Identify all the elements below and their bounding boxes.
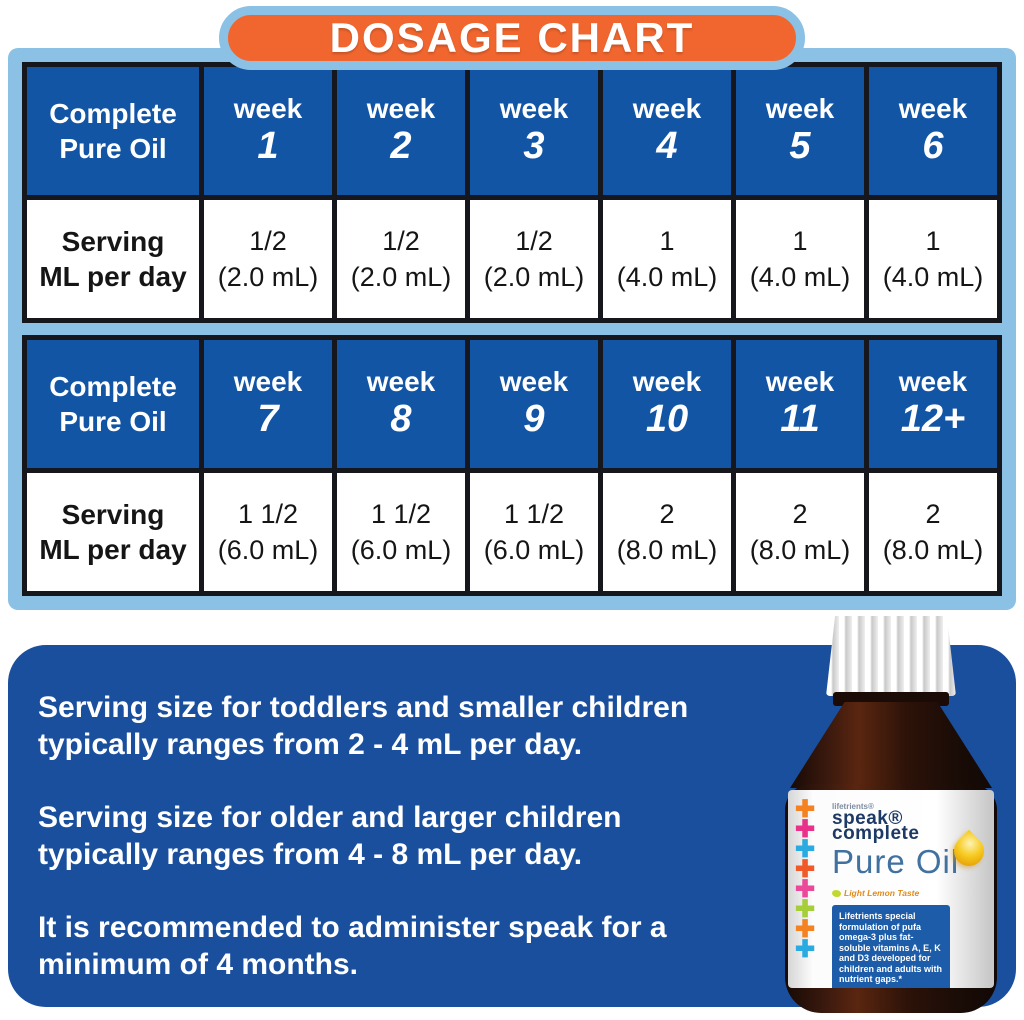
- info-paragraph-recommendation: It is recommended to administer speak fo…: [38, 911, 667, 981]
- product-name-complete: complete: [832, 823, 920, 844]
- serving-info-text: Serving size for toddlers and smaller ch…: [38, 689, 688, 1019]
- table1-week-2-value: 1/2 (2.0 mL): [337, 200, 465, 318]
- bottle-neck: [790, 702, 992, 788]
- table2-serving-header: Serving ML per day: [27, 473, 199, 591]
- product-name-speak: speak®: [832, 808, 903, 829]
- table1-serving-header: Serving ML per day: [27, 200, 199, 318]
- table2-week-7-header: week 7: [204, 340, 332, 468]
- table2-week-11-header: week 11: [736, 340, 864, 468]
- table2-week-11-value: 2 (8.0 mL): [736, 473, 864, 591]
- table2-week-9-value: 1 1/2 (6.0 mL): [470, 473, 598, 591]
- table2-week-12plus-value: 2 (8.0 mL): [869, 473, 997, 591]
- table2-week-10-value: 2 (8.0 mL): [603, 473, 731, 591]
- plus-icon: ✚: [795, 816, 816, 843]
- table1-week-2-header: week 2: [337, 67, 465, 195]
- bottle-label: ✚ ✚ ✚ ✚ ✚ ✚ ✚ ✚ lifetrients® speak® comp…: [788, 790, 994, 988]
- table1-week-4-value: 1 (4.0 mL): [603, 200, 731, 318]
- table1-corner-header: Complete Pure Oil: [27, 67, 199, 195]
- table2-week-7-value: 1 1/2 (6.0 mL): [204, 473, 332, 591]
- plus-icon: ✚: [795, 896, 816, 923]
- table2-corner-header: Complete Pure Oil: [27, 340, 199, 468]
- info-paragraph-older-children: Serving size for older and larger childr…: [38, 801, 622, 871]
- table1-week-1-value: 1/2 (2.0 mL): [204, 200, 332, 318]
- product-name-pure-oil: Pure Oil: [832, 843, 960, 880]
- table1-week-5-value: 1 (4.0 mL): [736, 200, 864, 318]
- table1-week-5-header: week 5: [736, 67, 864, 195]
- table2-week-8-value: 1 1/2 (6.0 mL): [337, 473, 465, 591]
- lemon-icon: [832, 889, 841, 897]
- table1-week-3-value: 1/2 (2.0 mL): [470, 200, 598, 318]
- plus-icon: ✚: [795, 796, 816, 823]
- plus-icon: ✚: [795, 916, 816, 943]
- dosage-table-weeks-1-6: Complete Pure Oil week 1 week 2 week 3 w…: [22, 62, 1002, 323]
- plus-icon: ✚: [795, 836, 816, 863]
- bottle-cap: [826, 616, 956, 696]
- tables-frame: Complete Pure Oil week 1 week 2 week 3 w…: [8, 48, 1016, 610]
- table1-week-6-value: 1 (4.0 mL): [869, 200, 997, 318]
- dosage-table-weeks-7-12: Complete Pure Oil week 7 week 8 week 9 w…: [22, 335, 1002, 596]
- plus-icon: ✚: [795, 936, 816, 963]
- table2-week-9-header: week 9: [470, 340, 598, 468]
- plus-icon: ✚: [795, 856, 816, 883]
- formulation-description: Lifetrients special formulation of pufa …: [832, 905, 950, 988]
- plus-icon: ✚: [795, 876, 816, 903]
- table1-week-4-header: week 4: [603, 67, 731, 195]
- table2-week-10-header: week 10: [603, 340, 731, 468]
- table1-week-3-header: week 3: [470, 67, 598, 195]
- table2-week-12plus-header: week 12+: [869, 340, 997, 468]
- table1-week-6-header: week 6: [869, 67, 997, 195]
- table2-week-8-header: week 8: [337, 340, 465, 468]
- brand-cross-icons: ✚ ✚ ✚ ✚ ✚ ✚ ✚ ✚: [795, 796, 816, 963]
- page-title: DOSAGE CHART: [329, 14, 695, 61]
- product-bottle: ✚ ✚ ✚ ✚ ✚ ✚ ✚ ✚ lifetrients® speak® comp…: [785, 616, 997, 1016]
- brand-name: lifetrients®: [832, 802, 874, 811]
- flavor-label: Light Lemon Taste: [832, 888, 990, 898]
- label-content: lifetrients® speak® complete Pure Oil Li…: [832, 802, 990, 988]
- dosage-chart-banner: DOSAGE CHART: [219, 6, 805, 70]
- table1-week-1-header: week 1: [204, 67, 332, 195]
- info-paragraph-toddlers: Serving size for toddlers and smaller ch…: [38, 691, 689, 761]
